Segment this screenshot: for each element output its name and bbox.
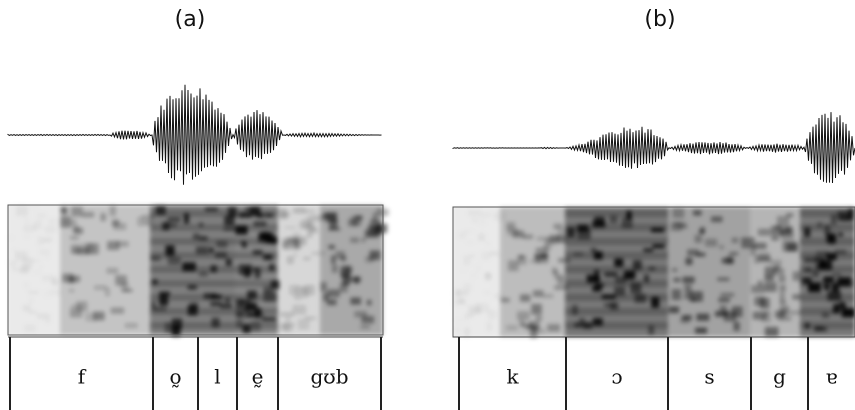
segment-label: ɔ [611,365,622,389]
spectrogram [8,205,389,336]
segment-label: ḛ [252,365,264,389]
segment-label: s [704,365,714,389]
panel-label: (a) [175,7,206,32]
segment-label: o̰ [169,365,181,389]
figure: (a) (b) f o̰ l ḛ gʊb k ɔ s g ɐ [0,0,855,410]
spectrogram-band [453,207,500,337]
segment-label: k [506,365,519,389]
segment-label: f [78,365,87,389]
formant-stripes [565,207,668,337]
formant-stripes [150,205,235,335]
spectrogram-band [278,205,320,335]
panel-label: (b) [644,7,675,32]
spectrogram-band [60,205,150,335]
spectrogram-band [750,207,800,337]
spectrogram-band [8,205,60,335]
formant-stripes [800,207,855,337]
waveform [8,85,382,185]
segment-label: g [773,365,786,389]
waveform [453,112,855,183]
spectrogram-band [500,207,565,337]
spectrogram [453,207,855,338]
formant-stripes [235,205,278,335]
spectrogram-band [320,205,383,335]
segment-label: ɐ [826,365,838,389]
segment-label: l [214,365,220,389]
segment-label: gʊb [310,365,348,389]
spectrogram-band [668,207,750,337]
